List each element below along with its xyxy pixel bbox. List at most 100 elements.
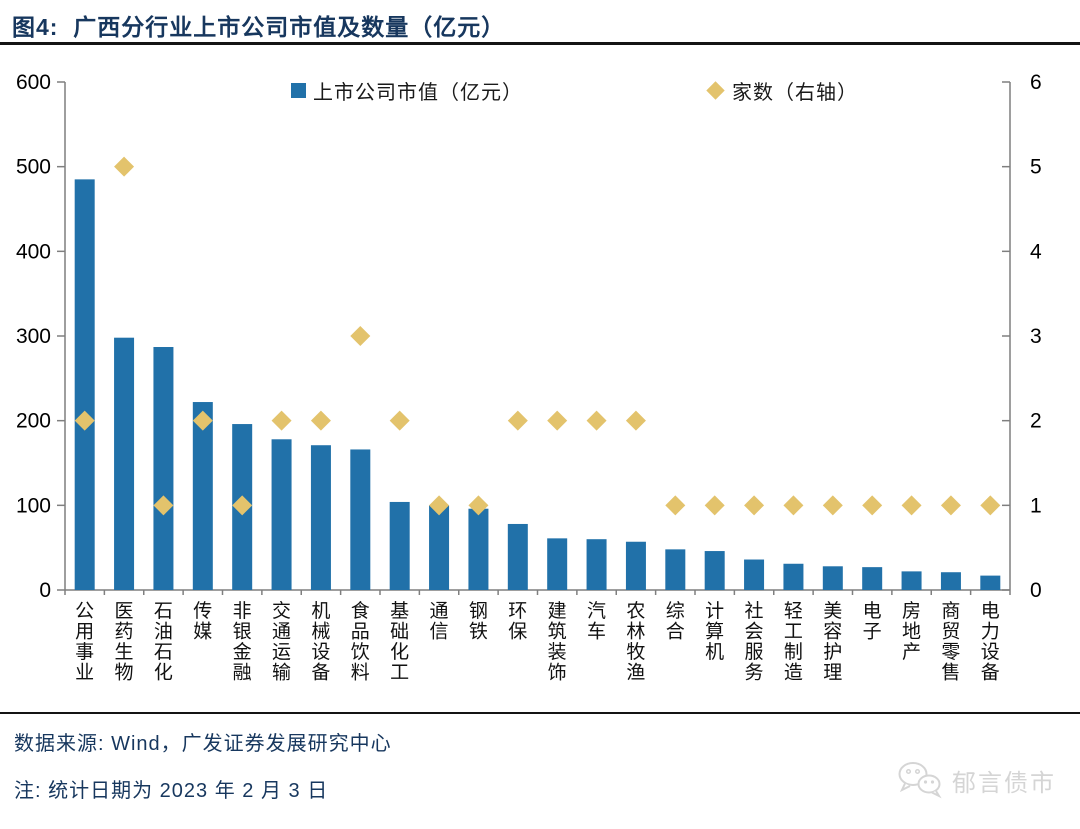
left-axis-tick-label: 300 (16, 325, 51, 348)
bar-legend-label: 上市公司市值（亿元） (313, 82, 523, 104)
bar-12 (547, 538, 568, 590)
diamond-marker-9 (429, 495, 450, 516)
legend-item-count: 家数（右轴） (706, 76, 858, 105)
category-label-3: 传媒 (193, 600, 212, 643)
bar-19 (822, 566, 843, 590)
diamond-marker-1 (114, 156, 135, 177)
bar-9 (429, 505, 450, 590)
bar-1 (114, 337, 135, 590)
right-axis-tick-label: 4 (1030, 240, 1042, 263)
diamond-marker-0 (74, 410, 95, 431)
wechat-icon (898, 762, 942, 799)
category-label-9: 通信 (430, 600, 449, 643)
category-label-21: 房地产 (902, 600, 921, 663)
category-label-14: 农林牧渔 (626, 600, 645, 684)
diamond-legend-swatch-icon (706, 81, 725, 100)
diamond-marker-10 (468, 495, 489, 516)
diamond-legend-label: 家数（右轴） (732, 82, 858, 104)
right-axis-tick-label: 2 (1030, 410, 1042, 433)
legend-item-marketcap: 上市公司市值（亿元） (291, 76, 523, 105)
diamond-marker-18 (783, 495, 804, 516)
diamond-marker-11 (507, 410, 528, 431)
right-axis-tick-label: 0 (1030, 579, 1042, 602)
left-axis-tick-label: 400 (16, 240, 51, 263)
right-axis-tick-label: 5 (1030, 156, 1042, 179)
bar-20 (862, 567, 883, 590)
figure-header: 图4: 广西分行业上市公司市值及数量（亿元） (0, 0, 1080, 45)
category-label-23: 电力设备 (981, 600, 1000, 684)
diamond-marker-19 (822, 495, 843, 516)
bar-18 (783, 563, 804, 590)
diamond-marker-3 (192, 410, 213, 431)
diamond-marker-14 (625, 410, 646, 431)
diamond-marker-15 (665, 495, 686, 516)
bar-0 (74, 179, 95, 590)
category-label-6: 机械设备 (311, 600, 330, 684)
category-label-1: 医药生物 (115, 601, 134, 684)
data-source-text: 数据来源: Wind，广发证券发展研究中心 (14, 733, 392, 755)
bar-23 (980, 575, 1001, 590)
category-label-0: 公用事业 (75, 601, 94, 684)
category-label-7: 食品饮料 (351, 600, 370, 684)
diamond-marker-16 (704, 495, 725, 516)
bar-14 (625, 541, 646, 590)
bar-21 (901, 571, 922, 590)
bar-5 (271, 439, 292, 590)
category-label-15: 综合 (666, 600, 685, 643)
category-label-10: 钢铁 (469, 600, 488, 643)
right-axis-tick-label: 6 (1030, 71, 1042, 94)
right-axis-tick-label: 3 (1030, 325, 1042, 348)
chart-container: 0 100 200 300 400 500 600 0 1 2 3 4 5 6 公用事业 医药生物 石油石化 传媒… (0, 45, 1080, 712)
bar-22 (940, 572, 961, 590)
watermark: 郁言债市 (896, 760, 1056, 800)
bar-11 (507, 523, 528, 590)
category-label-13: 汽车 (587, 600, 606, 643)
diamond-marker-17 (744, 495, 765, 516)
diamond-marker-4 (232, 495, 253, 516)
bar-13 (586, 539, 607, 590)
left-axis-tick-label: 600 (16, 71, 51, 94)
bar-15 (665, 549, 686, 590)
category-label-18: 轻工制造 (784, 600, 803, 684)
category-label-17: 社会服务 (745, 600, 764, 684)
note-text: 注: 统计日期为 2023 年 2 月 3 日 (14, 780, 329, 802)
bar-6 (310, 445, 331, 590)
diamond-marker-8 (389, 410, 410, 431)
diamond-marker-20 (862, 495, 883, 516)
bar-3 (192, 402, 213, 590)
category-label-16: 计算机 (705, 600, 724, 663)
diamond-marker-22 (940, 495, 961, 516)
diamond-marker-5 (271, 410, 292, 431)
figure-title: 图4: 广西分行业上市公司市值及数量（亿元） (12, 14, 506, 40)
diamond-marker-2 (153, 495, 174, 516)
category-label-2: 石油石化 (154, 601, 173, 684)
diamond-marker-12 (547, 410, 568, 431)
bar-2 (153, 347, 174, 590)
bar-7 (350, 449, 371, 590)
category-label-20: 电子 (863, 600, 882, 643)
left-axis-tick-label: 500 (16, 156, 51, 179)
category-label-22: 商贸零售 (941, 600, 960, 684)
diamond-marker-7 (350, 326, 371, 346)
figure-footer: 数据来源: Wind，广发证券发展研究中心 注: 统计日期为 2023 年 2 … (0, 712, 1080, 829)
diamond-marker-13 (586, 410, 607, 431)
left-axis-tick-label: 0 (39, 579, 51, 602)
left-axis-tick-label: 100 (16, 494, 51, 517)
bar-17 (744, 559, 765, 590)
category-label-12: 建筑装饰 (548, 600, 567, 684)
diamond-marker-6 (310, 410, 331, 431)
category-label-8: 基础化工 (390, 600, 409, 684)
right-axis-tick-label: 1 (1030, 494, 1042, 517)
category-label-5: 交通运输 (272, 600, 291, 684)
watermark-text: 郁言债市 (952, 769, 1056, 797)
bar-16 (704, 551, 725, 590)
bar-10 (468, 508, 489, 590)
bar-legend-swatch-icon (291, 83, 306, 98)
category-label-4: 非银金融 (233, 600, 252, 684)
diamond-marker-21 (901, 495, 922, 516)
bar-8 (389, 501, 410, 590)
chart-plot: 0 100 200 300 400 500 600 0 1 2 3 4 5 6 公用事业 医药生物 石油石化 传媒… (16, 71, 1042, 684)
category-label-11: 环保 (508, 601, 527, 643)
category-label-19: 美容护理 (823, 600, 842, 684)
left-axis-tick-label: 200 (16, 410, 51, 433)
